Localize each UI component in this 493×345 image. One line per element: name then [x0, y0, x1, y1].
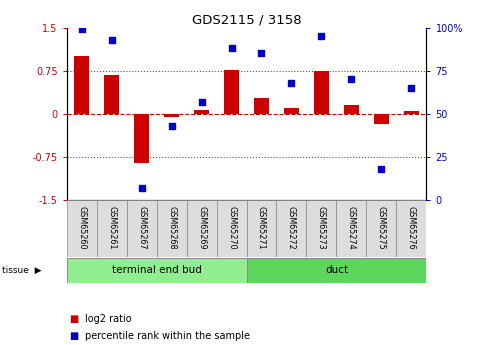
Text: ■: ■	[69, 332, 78, 341]
Text: GSM65269: GSM65269	[197, 206, 206, 249]
Text: tissue  ▶: tissue ▶	[2, 266, 42, 275]
Bar	[67, 258, 246, 283]
Text: GSM65260: GSM65260	[77, 206, 86, 249]
Bar	[314, 71, 329, 114]
Text: GSM65270: GSM65270	[227, 206, 236, 249]
Point	[257, 51, 265, 56]
Bar	[396, 200, 426, 257]
Point	[408, 85, 416, 91]
Text: GSM65267: GSM65267	[137, 206, 146, 249]
Bar	[246, 200, 277, 257]
Bar	[157, 200, 186, 257]
Bar	[254, 98, 269, 114]
Bar	[307, 200, 336, 257]
Bar	[284, 108, 299, 114]
Bar	[194, 110, 209, 114]
Text: GSM65275: GSM65275	[377, 206, 386, 249]
Bar	[134, 114, 149, 163]
Bar	[97, 200, 127, 257]
Text: GSM65274: GSM65274	[347, 206, 356, 249]
Text: GSM65268: GSM65268	[167, 206, 176, 249]
Bar	[186, 200, 216, 257]
Bar	[224, 70, 239, 114]
Text: terminal end bud: terminal end bud	[111, 266, 202, 275]
Point	[378, 166, 386, 172]
Point	[287, 80, 295, 86]
Text: GSM65261: GSM65261	[107, 206, 116, 249]
Point	[198, 99, 206, 105]
Bar	[216, 200, 246, 257]
Point	[348, 77, 355, 82]
Text: ■: ■	[69, 314, 78, 324]
Point	[317, 33, 325, 39]
Title: GDS2115 / 3158: GDS2115 / 3158	[192, 13, 301, 27]
Bar	[374, 114, 389, 124]
Point	[138, 185, 145, 191]
Point	[228, 46, 236, 51]
Point	[77, 27, 85, 32]
Text: GSM65276: GSM65276	[407, 206, 416, 249]
Text: GSM65271: GSM65271	[257, 206, 266, 249]
Text: percentile rank within the sample: percentile rank within the sample	[85, 332, 250, 341]
Bar	[104, 75, 119, 114]
Text: GSM65272: GSM65272	[287, 206, 296, 249]
Bar	[344, 105, 359, 114]
Bar	[164, 114, 179, 117]
Bar	[67, 200, 97, 257]
Bar	[336, 200, 366, 257]
Bar	[366, 200, 396, 257]
Text: duct: duct	[325, 266, 348, 275]
Bar	[246, 258, 426, 283]
Bar	[127, 200, 157, 257]
Point	[168, 123, 176, 129]
Bar	[277, 200, 307, 257]
Text: log2 ratio: log2 ratio	[85, 314, 132, 324]
Point	[107, 37, 115, 42]
Text: GSM65273: GSM65273	[317, 206, 326, 249]
Bar	[74, 56, 89, 114]
Bar	[404, 111, 419, 114]
